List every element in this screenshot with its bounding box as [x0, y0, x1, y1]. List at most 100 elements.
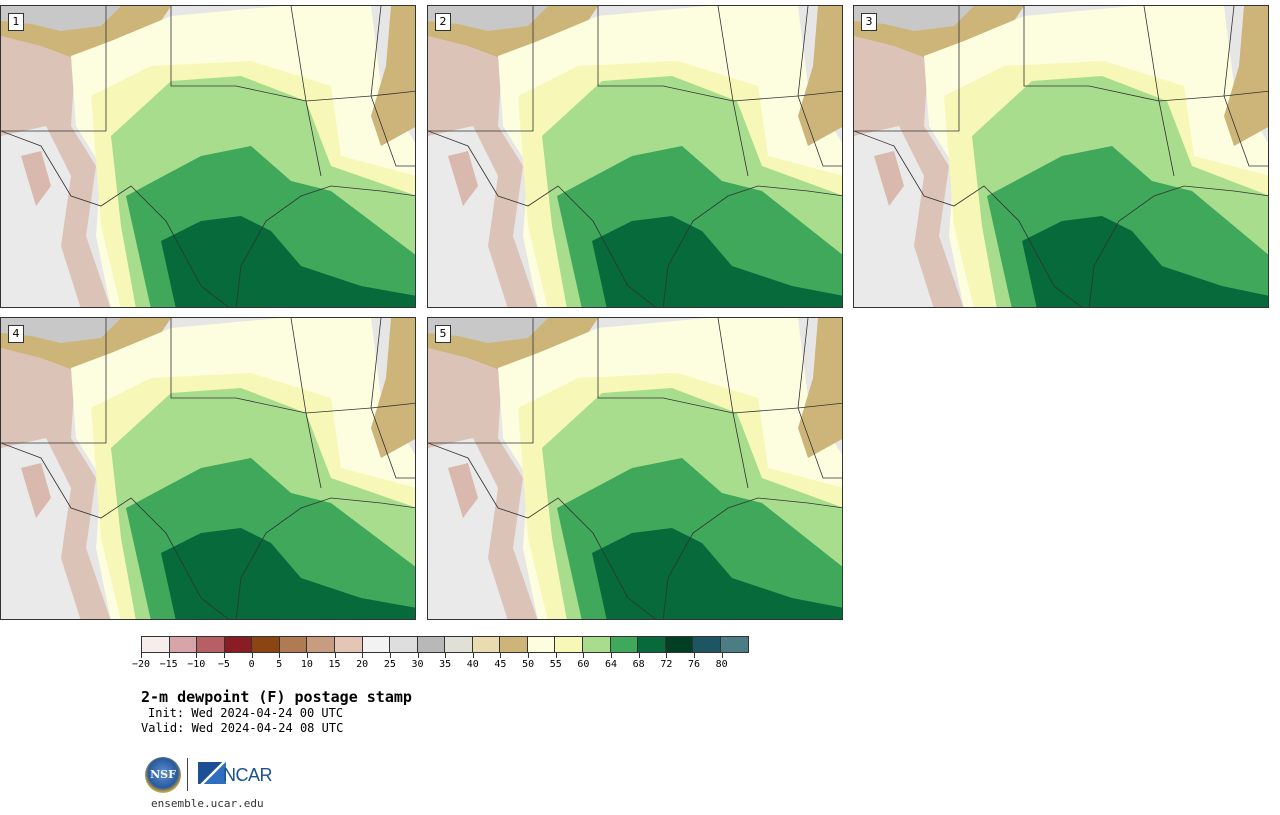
- colorbar-tick-label: 10: [300, 659, 313, 670]
- coastline: [662, 497, 842, 619]
- dewpoint-band-lightgray: [428, 438, 508, 619]
- border-line: [1, 130, 230, 307]
- state-border: [717, 318, 749, 489]
- site-url: ensemble.ucar.edu: [151, 797, 264, 810]
- colorbar-swatch: [169, 637, 198, 652]
- stamp-panel-1: 1: [0, 5, 416, 308]
- colorbar-tick-label: 0: [248, 659, 255, 670]
- state-border: [597, 6, 842, 102]
- colorbar-tick: [694, 653, 695, 658]
- colorbar-tick: [611, 653, 613, 658]
- border-line: [428, 130, 657, 307]
- stamp-panel-2: 2: [427, 5, 843, 308]
- dewpoint-blob-pink: [21, 151, 51, 206]
- colorbar-swatch: [417, 637, 446, 652]
- colorbar-tick-label: 64: [605, 659, 618, 670]
- dewpoint-map-3: [854, 6, 1268, 307]
- state-border: [370, 6, 415, 167]
- panel-number-1: 1: [8, 13, 24, 31]
- colorbar-tick-label: 5: [276, 659, 283, 670]
- dewpoint-band-tan-east: [1224, 6, 1268, 146]
- dewpoint-band-tan-east: [371, 6, 415, 146]
- colorbar-tick: [417, 653, 419, 658]
- colorbar-tick-label: 80: [715, 659, 728, 670]
- state-border: [1, 6, 107, 132]
- state-border: [1223, 6, 1268, 167]
- colorbar-tick: [141, 653, 142, 658]
- dewpoint-map-1: [1, 6, 415, 307]
- colorbar-tick-label: 68: [632, 659, 645, 670]
- dewpoint-band-72: [592, 528, 842, 619]
- state-border: [1, 318, 107, 444]
- dewpoint-blob-pink: [21, 463, 51, 518]
- panel-number-2: 2: [435, 13, 451, 31]
- colorbar-tick: [445, 653, 447, 658]
- colorbar-tick-label: 40: [466, 659, 479, 670]
- colorbar-tick-label: −15: [159, 659, 178, 670]
- state-border: [370, 318, 415, 479]
- dewpoint-band-tan-east: [798, 318, 842, 458]
- ncar-mark-icon: [198, 762, 226, 784]
- dewpoint-map-5: [428, 318, 842, 619]
- dewpoint-band-72: [161, 216, 415, 307]
- dewpoint-band-lightgray: [854, 126, 934, 307]
- state-border: [797, 318, 842, 479]
- colorbar-tick-label: 55: [549, 659, 562, 670]
- colorbar-tick: [721, 653, 723, 658]
- colorbar-swatch: [610, 637, 639, 652]
- panel-number-3: 3: [861, 13, 877, 31]
- colorbar-tick: [223, 653, 225, 658]
- colorbar-tick: [555, 653, 557, 658]
- state-border: [170, 318, 415, 414]
- state-border: [428, 318, 534, 444]
- dewpoint-band-72: [161, 528, 415, 619]
- colorbar-tick: [389, 653, 391, 658]
- colorbar-tick: [583, 653, 585, 658]
- colorbar-tick: [362, 653, 364, 658]
- valid-time: Valid: Wed 2024-04-24 08 UTC: [141, 721, 344, 735]
- dewpoint-blob-pink: [448, 151, 478, 206]
- border-line: [1, 442, 230, 619]
- colorbar-tick-label: 76: [687, 659, 701, 670]
- colorbar-tick: [500, 653, 502, 658]
- state-border: [797, 6, 842, 167]
- stamp-panel-5: 5: [427, 317, 843, 620]
- state-border: [854, 6, 960, 132]
- colorbar-tick-label: 15: [328, 659, 341, 670]
- dewpoint-band-tan-east: [798, 6, 842, 146]
- stamp-panel-4: 4: [0, 317, 416, 620]
- dewpoint-map-4: [1, 318, 415, 619]
- dewpoint-band-gray: [854, 6, 974, 31]
- colorbar-swatch: [390, 637, 418, 652]
- dewpoint-band-gray: [428, 318, 548, 343]
- dewpoint-band-72: [592, 216, 842, 307]
- state-border: [290, 6, 322, 177]
- state-border: [1143, 6, 1175, 177]
- colorbar-swatch: [224, 637, 253, 652]
- colorbar-tick: [196, 653, 198, 658]
- dewpoint-blob-pink: [448, 463, 478, 518]
- colorbar-tick-label: −20: [131, 659, 151, 670]
- colorbar-tick-label: 25: [383, 659, 396, 670]
- colorbar-swatch: [197, 637, 225, 652]
- colorbar-swatch: [472, 637, 501, 652]
- state-border: [290, 318, 322, 489]
- colorbar-tick-label: 50: [522, 659, 535, 670]
- coastline: [662, 185, 842, 307]
- colorbar-swatch: [334, 637, 363, 652]
- border-line: [428, 442, 657, 619]
- colorbar-tick: [528, 653, 530, 658]
- state-border: [170, 6, 415, 102]
- panel-number-5: 5: [435, 325, 451, 343]
- colorbar-tick-label: 35: [439, 659, 452, 670]
- colorbar-swatch: [665, 637, 694, 652]
- panel-number-4: 4: [8, 325, 24, 343]
- colorbar-swatch: [252, 637, 280, 652]
- colorbar-swatch: [279, 637, 308, 652]
- colorbar-tick-label: 20: [356, 659, 369, 670]
- dewpoint-band-gray: [1, 6, 121, 31]
- colorbar-swatch: [555, 637, 583, 652]
- colorbar-tick: [472, 653, 474, 658]
- nsf-logo: NSF: [145, 757, 181, 793]
- dewpoint-band-lightgray: [428, 126, 508, 307]
